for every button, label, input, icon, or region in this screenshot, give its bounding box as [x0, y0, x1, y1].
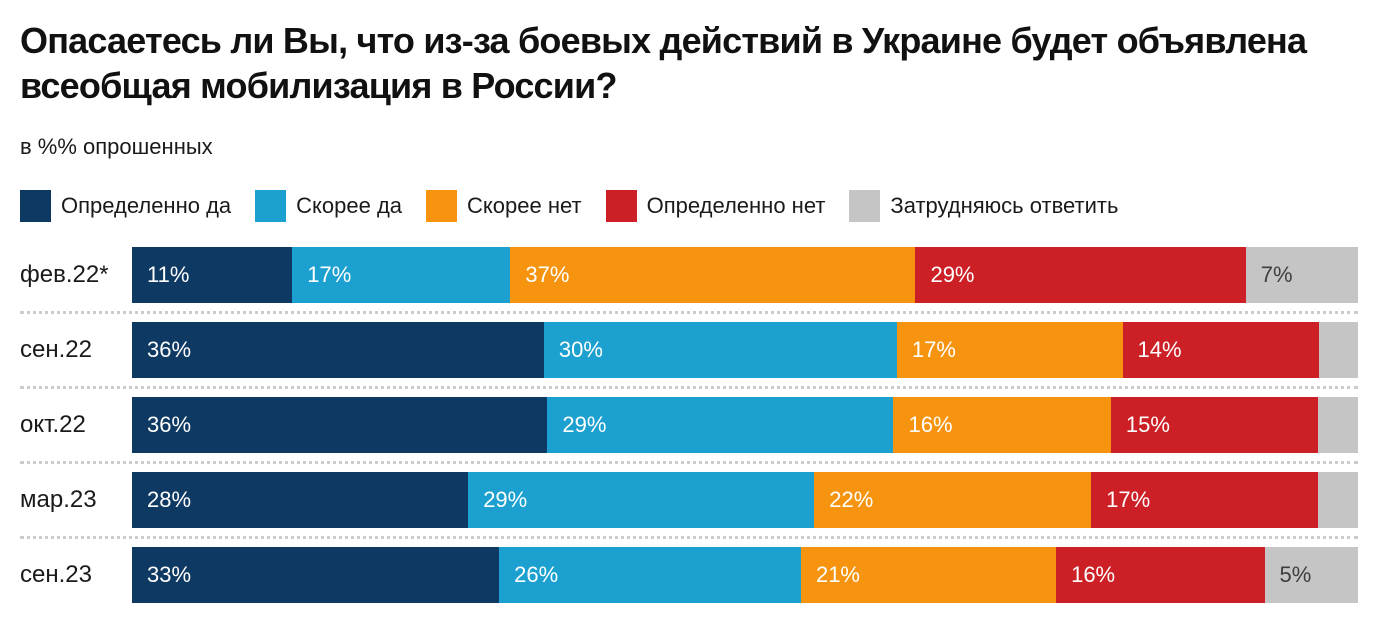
bar-value-label: 17%	[307, 262, 352, 287]
bar-stack: 36% 30% 17% 14%	[132, 322, 1358, 378]
legend-swatch-icon	[605, 190, 637, 222]
bar-segment-4	[1318, 472, 1358, 528]
bar-segment-2: 16%	[893, 397, 1111, 453]
bar-value-label: 36%	[147, 337, 192, 362]
bar-stack: 11% 17% 37% 29% 7%	[132, 247, 1358, 303]
bar-segment-0: 28%	[132, 472, 469, 528]
bar-segment-3: 15%	[1110, 397, 1319, 453]
row-label: сен.22	[20, 336, 92, 363]
legend-item-3: Определенно нет	[605, 190, 826, 222]
bar-segment-4	[1318, 322, 1358, 378]
bar-value-label: 37%	[525, 262, 570, 287]
bar-stack: 33% 26% 21% 16% 5%	[132, 547, 1358, 603]
bar-segment-0: 33%	[132, 547, 500, 603]
row-divider	[20, 311, 1358, 314]
bar-value-label: 15%	[1125, 412, 1170, 437]
legend-item-0: Определенно да	[20, 190, 231, 222]
chart-subtitle: в %% опрошенных	[20, 134, 213, 159]
page-title: Опасаетесь ли Вы, что из-за боевых дейст…	[20, 20, 1307, 106]
legend-label: Скорее нет	[467, 193, 582, 218]
bar-segment-1: 29%	[547, 397, 894, 453]
bar-value-label: 30%	[558, 337, 603, 362]
bar-row: мар.23 28% 29% 22% 17%	[20, 472, 1358, 528]
bar-segment-3: 17%	[1091, 472, 1319, 528]
bar-segment-3: 16%	[1056, 547, 1265, 603]
legend-label: Скорее да	[296, 193, 403, 218]
row-divider	[20, 536, 1358, 539]
bar-segment-0: 36%	[132, 397, 548, 453]
bar-segment-1: 17%	[292, 247, 511, 303]
bar-segment-0: 11%	[132, 247, 293, 303]
bar-value-label: 21%	[815, 562, 860, 587]
legend-item-4: Затрудняюсь ответить	[849, 190, 1118, 222]
legend-label: Определенно нет	[646, 193, 826, 218]
bar-segment-4: 7%	[1245, 247, 1358, 303]
legend-swatch-icon	[849, 190, 881, 222]
row-label: окт.22	[20, 411, 86, 438]
bar-value-label: 29%	[483, 487, 528, 512]
bar-segment-1: 29%	[468, 472, 815, 528]
bar-segment-2: 37%	[510, 247, 916, 303]
bar-value-label: 36%	[147, 412, 192, 437]
bar-segment-1: 26%	[499, 547, 801, 603]
bar-segment-3: 14%	[1122, 322, 1319, 378]
bar-segment-4	[1318, 397, 1358, 453]
bar-value-label: 5%	[1279, 562, 1312, 587]
row-label: фев.22*	[20, 261, 109, 288]
bar-stack: 28% 29% 22% 17%	[132, 472, 1358, 528]
legend-label: Затрудняюсь ответить	[890, 193, 1119, 218]
bar-segment-2: 22%	[814, 472, 1092, 528]
bar-value-label: 7%	[1260, 262, 1293, 287]
bar-value-label: 17%	[911, 337, 956, 362]
legend-swatch-icon	[255, 190, 287, 222]
bar-value-label: 29%	[930, 262, 975, 287]
bar-value-label: 22%	[829, 487, 874, 512]
row-divider	[20, 461, 1358, 464]
bar-segment-3: 29%	[915, 247, 1246, 303]
legend-item-2: Скорее нет	[426, 190, 582, 222]
bar-value-label: 17%	[1106, 487, 1151, 512]
bar-segment-4: 5%	[1264, 547, 1358, 603]
bar-segment-2: 21%	[800, 547, 1057, 603]
legend: Определенно да Скорее да Скорее нет Определ…	[20, 190, 1358, 222]
legend-swatch-icon	[426, 190, 458, 222]
bar-value-label: 29%	[562, 412, 607, 437]
bar-value-label: 16%	[908, 412, 953, 437]
bar-stack: 36% 29% 16% 15%	[132, 397, 1358, 453]
bar-row: сен.23 33% 26% 21% 16% 5%	[20, 547, 1358, 603]
bar-value-label: 33%	[147, 562, 192, 587]
bar-row: окт.22 36% 29% 16% 15%	[20, 397, 1358, 453]
legend-label: Определенно да	[61, 193, 232, 218]
row-label: мар.23	[20, 486, 97, 513]
bar-value-label: 26%	[514, 562, 559, 587]
bar-segment-1: 30%	[543, 322, 897, 378]
bar-segment-2: 17%	[896, 322, 1123, 378]
bar-segment-0: 36%	[132, 322, 544, 378]
bar-value-label: 14%	[1137, 337, 1182, 362]
bar-value-label: 28%	[147, 487, 192, 512]
chart: фев.22* 11% 17% 37% 29% 7% сен.22 36% 30% 17% 14% о…	[20, 247, 1358, 603]
legend-swatch-icon	[20, 190, 51, 222]
row-divider	[20, 386, 1358, 389]
bar-value-label: 16%	[1071, 562, 1116, 587]
legend-item-1: Скорее да	[255, 190, 402, 222]
bar-value-label: 11%	[147, 262, 190, 287]
bar-row: фев.22* 11% 17% 37% 29% 7%	[20, 247, 1358, 303]
row-label: сен.23	[20, 561, 92, 588]
bar-row: сен.22 36% 30% 17% 14%	[20, 322, 1358, 378]
